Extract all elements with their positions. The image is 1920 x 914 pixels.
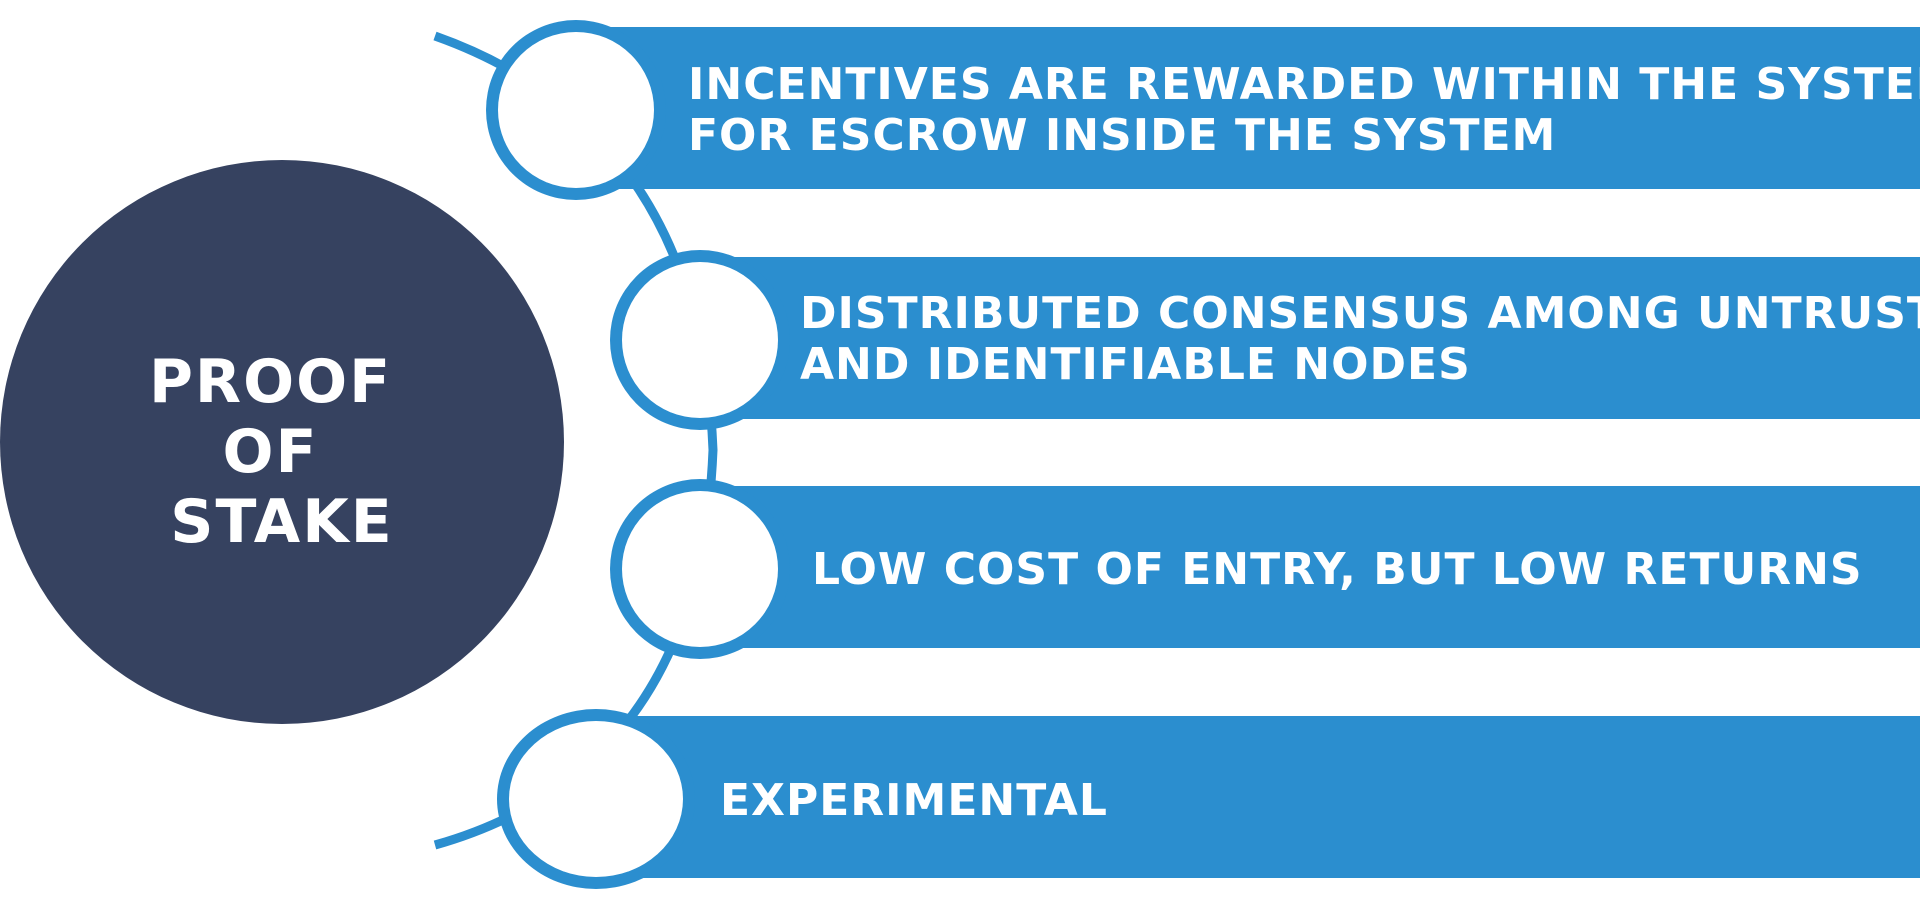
item-label-line: FOR ESCROW INSIDE THE SYSTEM	[688, 110, 1556, 161]
item-label-experimental: EXPERIMENTAL	[720, 775, 1108, 826]
bars-group	[600, 27, 1920, 878]
item-label-line: AND IDENTIFIABLE NODES	[800, 339, 1471, 390]
hub-circle	[0, 160, 564, 724]
node-circle	[509, 721, 683, 877]
hub-label: PROOF OF STAKE	[149, 347, 415, 557]
node-circle	[622, 262, 778, 418]
node-circle	[622, 491, 778, 647]
hub-label-line-3: STAKE	[170, 487, 393, 557]
node-3	[610, 479, 790, 659]
item-bar-incentives	[600, 27, 1920, 189]
node-4	[497, 709, 695, 889]
nodes-group	[486, 20, 790, 889]
hub-label-line-2: OF	[223, 417, 319, 487]
node-circle	[498, 32, 654, 188]
item-bar-low-cost	[720, 486, 1920, 648]
node-2	[610, 250, 790, 430]
item-bar-experimental	[600, 716, 1920, 878]
node-1	[486, 20, 666, 200]
item-label-line: EXPERIMENTAL	[720, 775, 1108, 826]
item-label-incentives: INCENTIVES ARE REWARDED WITHIN THE SYSTE…	[688, 59, 1920, 161]
item-label-line: INCENTIVES ARE REWARDED WITHIN THE SYSTE…	[688, 59, 1920, 110]
item-label-low-cost: LOW COST OF ENTRY, BUT LOW RETURNS	[812, 544, 1863, 595]
item-label-line: LOW COST OF ENTRY, BUT LOW RETURNS	[812, 544, 1863, 595]
hub-label-line-1: PROOF	[149, 347, 392, 417]
item-bar-consensus	[720, 257, 1920, 419]
item-label-consensus: DISTRIBUTED CONSENSUS AMONG UNTRUSTED AN…	[800, 288, 1920, 390]
item-label-line: DISTRIBUTED CONSENSUS AMONG UNTRUSTED	[800, 288, 1920, 339]
